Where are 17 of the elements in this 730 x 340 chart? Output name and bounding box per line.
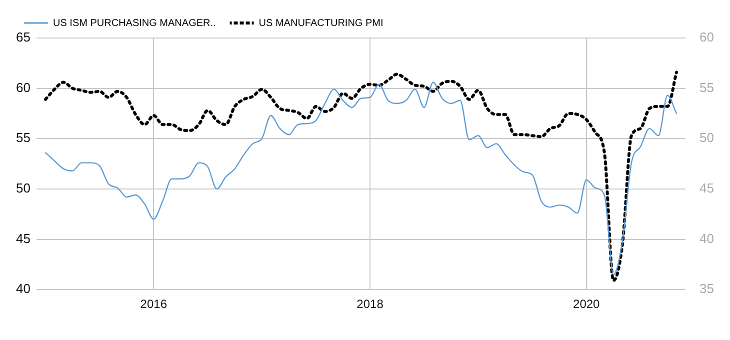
y2-tick-label: 60 (700, 30, 714, 45)
y-tick-label: 55 (16, 130, 30, 146)
y-tick-label: 45 (16, 230, 30, 246)
x-tick-label: 2018 (356, 297, 384, 312)
legend-label: US ISM PURCHASING MANAGER.. (53, 18, 216, 29)
y2-tick-label: 40 (700, 230, 714, 246)
y2-tick-label: 50 (700, 130, 714, 146)
y2-tick-label: 45 (700, 180, 714, 196)
y-tick-label: 65 (16, 30, 30, 45)
y-tick-label: 50 (16, 180, 30, 196)
y-tick-label: 60 (16, 80, 30, 95)
x-tick-label: 2020 (573, 297, 600, 312)
y-tick-label: 40 (16, 281, 30, 296)
y2-tick-label: 55 (700, 80, 714, 95)
y2-tick-label: 35 (700, 281, 714, 296)
x-tick-label: 2016 (140, 297, 168, 312)
legend-label: US MANUFACTURING PMI (258, 18, 384, 29)
